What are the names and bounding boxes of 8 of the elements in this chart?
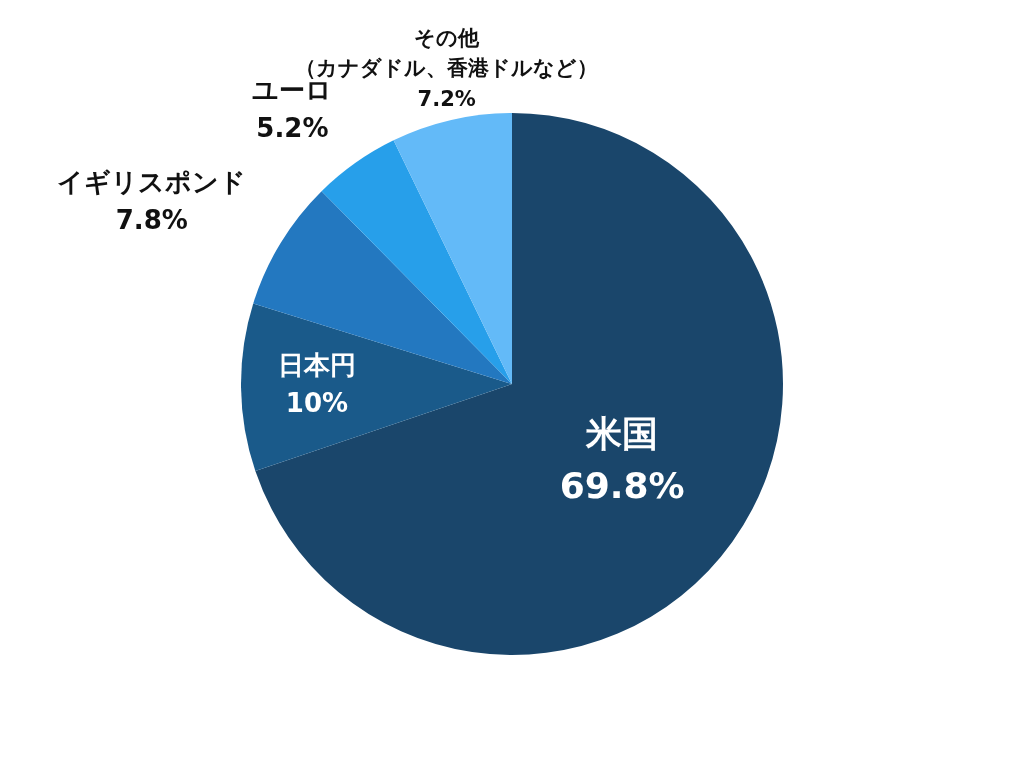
data-label: 69.8% (559, 465, 685, 507)
data-label: 5.2% (256, 112, 329, 143)
slice-label: 日本円 (277, 350, 356, 381)
slice-label: 米国 (585, 413, 659, 455)
data-label: 7.8% (115, 205, 188, 236)
data-label: 7.2% (417, 86, 476, 111)
data-label: 10% (285, 388, 349, 419)
slice-label: イギリスポンド (57, 167, 247, 198)
